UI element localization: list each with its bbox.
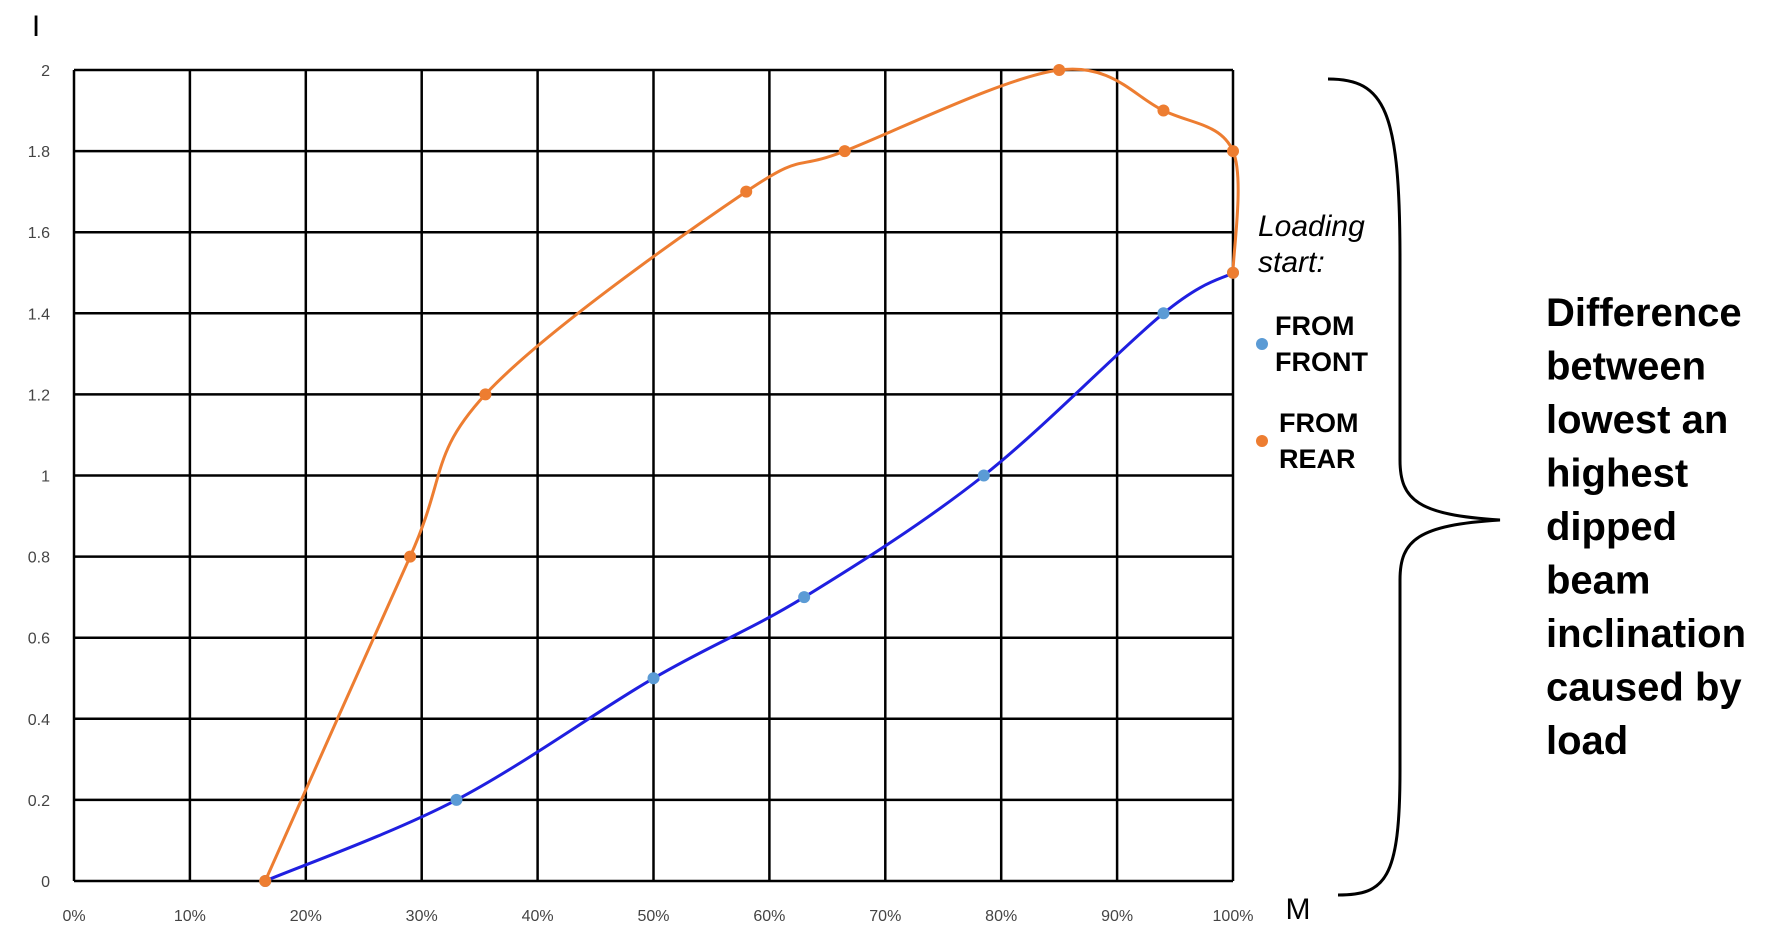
legend-title: Loading (1258, 210, 1365, 243)
x-tick-label: 0% (62, 908, 85, 925)
x-tick-label: 80% (985, 908, 1017, 925)
x-tick-label: 10% (174, 908, 206, 925)
annotation-line: dipped (1546, 505, 1677, 549)
x-tick-label: 100% (1213, 908, 1254, 925)
data-point-from-rear (1227, 266, 1239, 279)
y-tick-label: 0 (41, 874, 50, 891)
legend-label: FRONT (1275, 347, 1368, 377)
data-point-from-front (977, 469, 990, 482)
data-point-from-rear (1157, 104, 1170, 117)
x-tick-label: 40% (522, 908, 554, 925)
data-point-from-rear (1227, 145, 1239, 158)
data-point-from-rear (838, 145, 851, 158)
y-axis-label: I (32, 10, 40, 43)
legend-label: FROM (1275, 311, 1354, 341)
annotation-line: highest (1546, 452, 1688, 496)
data-point-from-rear (479, 388, 492, 401)
data-point-from-rear (1053, 64, 1066, 76)
y-tick-label: 2 (41, 63, 50, 80)
annotation-line: between (1546, 345, 1706, 389)
annotation-line: Difference (1546, 291, 1742, 335)
legend-marker (1256, 435, 1268, 447)
data-point-from-rear (259, 875, 272, 887)
y-tick-label: 0.2 (28, 793, 50, 810)
tick-labels: 0% 10% 20% 30% 40% 50% 60% 70% 80% 90% 100% 0 0.2 0.4… (28, 63, 1254, 925)
y-tick-label: 1.2 (28, 387, 50, 404)
annotation-line: load (1546, 719, 1628, 763)
data-point-from-front (647, 672, 660, 685)
legend-title: start: (1258, 246, 1325, 279)
grid (72, 68, 1235, 883)
y-tick-label: 1.8 (28, 144, 50, 161)
y-tick-label: 0.6 (28, 631, 50, 648)
annotation-line: lowest an (1546, 398, 1728, 442)
y-tick-label: 1.6 (28, 225, 50, 242)
x-tick-label: 90% (1101, 908, 1133, 925)
x-tick-label: 50% (637, 908, 669, 925)
annotation-line: caused by (1546, 666, 1742, 710)
annotation-line: beam (1546, 559, 1651, 603)
y-tick-label: 1 (41, 469, 50, 486)
x-axis-label: M (1286, 893, 1311, 926)
data-point-from-rear (740, 185, 753, 198)
y-tick-label: 1.4 (28, 306, 50, 323)
x-tick-label: 70% (869, 908, 901, 925)
legend-label: REAR (1279, 444, 1356, 474)
x-tick-label: 20% (290, 908, 322, 925)
x-tick-label: 60% (753, 908, 785, 925)
data-point-from-front (798, 591, 811, 604)
legend-label: FROM (1279, 408, 1358, 438)
x-tick-label: 30% (406, 908, 438, 925)
annotation: Difference between lowest an highest dipped b… (1546, 291, 1746, 763)
y-tick-label: 0.8 (28, 550, 50, 567)
annotation-line: inclination (1546, 612, 1746, 656)
data-point-from-front (450, 793, 463, 806)
data-point-from-rear (404, 550, 417, 563)
curly-brace-icon (1327, 77, 1501, 897)
y-tick-label: 0.4 (28, 712, 50, 729)
series (259, 64, 1240, 887)
series-line-from-front (264, 271, 1234, 883)
legend-marker (1256, 338, 1268, 350)
data-point-from-front (1157, 307, 1170, 320)
